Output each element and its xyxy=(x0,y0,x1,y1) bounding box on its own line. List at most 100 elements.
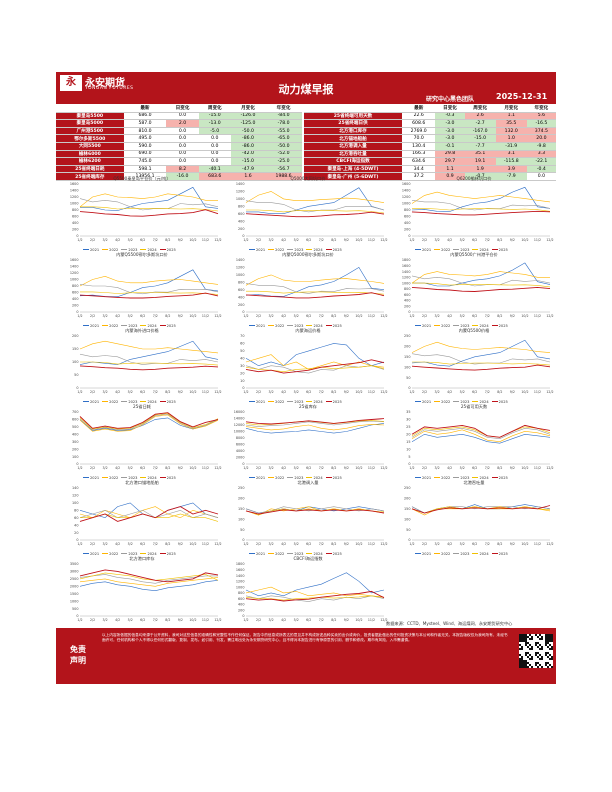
legend-label: 2021 xyxy=(90,552,100,556)
y-tick-label: 1200 xyxy=(70,195,79,199)
x-tick-label: 6/2 xyxy=(306,466,311,470)
table-cell: 1.6 xyxy=(230,172,266,181)
table-cell: 13956.1 xyxy=(123,172,167,181)
series-line-2025 xyxy=(245,418,385,425)
legend-swatch xyxy=(472,248,479,251)
table-row: 大同5500 590.0 0.0 0.0 -86.0 -50.0 xyxy=(56,142,302,151)
legend-swatch xyxy=(140,552,147,555)
table-cell: -2.7 xyxy=(464,119,496,128)
x-tick-label: 6/2 xyxy=(140,390,145,394)
y-tick-label: 0 xyxy=(242,614,244,618)
table-cell: -50.0 xyxy=(265,142,302,151)
legend-label: 2024 xyxy=(147,552,157,556)
legend-swatch xyxy=(268,324,275,327)
legend-swatch xyxy=(268,248,275,251)
y-tick-label: 100 xyxy=(404,517,410,521)
qr-code-icon[interactable] xyxy=(519,634,553,668)
x-tick-label: 6/2 xyxy=(472,466,477,470)
chart-title: Q6200榆林坑口价 xyxy=(456,176,492,181)
y-tick-label: 35 xyxy=(406,410,410,414)
y-tick-label: 20 xyxy=(406,432,410,436)
series-line-2021 xyxy=(411,433,551,444)
table-cell: -167.0 xyxy=(464,127,496,136)
legend-label: 2022 xyxy=(109,400,119,404)
x-tick-label: 12/2 xyxy=(380,390,387,394)
y-tick-label: 800 xyxy=(72,284,78,288)
x-tick-label: 8/2 xyxy=(497,390,502,394)
x-tick-label: 4/2 xyxy=(281,466,286,470)
table-cell: -115.8 xyxy=(495,157,527,166)
y-tick-label: 0 xyxy=(408,538,410,542)
table-cell: 598.1 xyxy=(123,165,167,174)
x-tick-label: 5/2 xyxy=(460,238,465,242)
legend-label: 2023 xyxy=(128,248,138,252)
series-line-2021 xyxy=(245,572,385,597)
legend-label: 2022 xyxy=(275,248,285,252)
x-tick-label: 7/2 xyxy=(485,542,490,546)
y-tick-label: 40 xyxy=(240,356,244,360)
left-col-header: 日变化 xyxy=(166,105,199,113)
series-line-2021 xyxy=(246,187,385,215)
legend-swatch xyxy=(249,476,255,479)
y-tick-label: 25 xyxy=(406,425,410,429)
series-line-2022 xyxy=(79,506,219,519)
left-col-header: 周变化 xyxy=(198,105,231,113)
legend-label: 2022 xyxy=(275,552,285,556)
chart-title: 25省库存 xyxy=(299,404,317,409)
table-cell: -3.0 xyxy=(435,119,465,128)
table-row: 北方锚地船舶 70.0 -3.0 -15.0 1.0 20.0 xyxy=(304,134,556,143)
y-tick-label: 0 xyxy=(76,310,78,314)
table-row: 25省终端日供 608.6 -3.0 -2.7 35.5 -16.5 xyxy=(304,119,556,128)
x-tick-label: 9/2 xyxy=(344,238,349,242)
x-tick-label: 2/2 xyxy=(422,390,427,394)
table-cell: 29.8 xyxy=(435,150,465,159)
chart-title: 内蒙Q5500鄂尔多斯坑口价 xyxy=(116,252,168,257)
table-cell: 130.4 xyxy=(401,142,436,151)
y-tick-label: 800 xyxy=(72,208,78,212)
series-line-2025 xyxy=(411,210,551,216)
table-cell: -56.7 xyxy=(265,165,302,174)
y-tick-label: 600 xyxy=(72,291,78,295)
chart-title: 北港吞吐量 xyxy=(463,480,485,485)
y-tick-label: 200 xyxy=(404,304,410,308)
legend-swatch xyxy=(415,400,421,403)
chart-plot: 0 50 100 150 200 1/2 2/2 3/2 4/2 5/2 6/2 7/2 8/2 9/2 1… xyxy=(72,334,222,394)
table-cell: 0.0 xyxy=(166,150,199,159)
x-tick-label: 1/2 xyxy=(77,542,82,546)
legend-label: 2024 xyxy=(313,552,323,556)
legend-swatch xyxy=(306,400,313,403)
x-tick-label: 9/2 xyxy=(510,314,515,318)
series-line-2022 xyxy=(79,193,218,208)
y-tick-label: 0 xyxy=(408,234,410,238)
chart-13: 北方港口锚地船舶 0 20 40 60 80 100 120 140 1/2 2/2 3/2 4/2 5/… xyxy=(62,480,222,560)
series-line-2022 xyxy=(79,340,219,354)
y-tick-label: 1400 xyxy=(402,270,411,274)
series-line-2025 xyxy=(411,364,551,371)
disclaimer-panel: 免责 声明 以上内容所依据的信息均来源于公开资料，我司对这些信息的准确性和完整性… xyxy=(56,628,556,684)
series-line-2022 xyxy=(245,191,385,203)
x-tick-label: 4/2 xyxy=(281,390,286,394)
x-tick-label: 11/2 xyxy=(534,390,541,394)
x-tick-label: 4/2 xyxy=(115,618,120,622)
y-tick-label: 150 xyxy=(238,507,244,511)
table-cell: 20.0 xyxy=(526,134,556,143)
row-label: 25省终端日耗 xyxy=(56,165,124,174)
x-tick-label: 12/2 xyxy=(214,618,221,622)
y-tick-label: 70 xyxy=(240,334,244,338)
legend-swatch xyxy=(287,476,294,479)
x-tick-label: 5/2 xyxy=(460,542,465,546)
x-tick-label: 9/2 xyxy=(510,542,515,546)
y-tick-label: 2500 xyxy=(70,577,79,581)
x-tick-label: 3/2 xyxy=(435,542,440,546)
chart-legend: 2021 2022 2023 2024 2025 xyxy=(246,476,386,480)
x-tick-label: 11/2 xyxy=(202,542,209,546)
legend-label: 2025 xyxy=(332,552,342,556)
chart-title: 25省可用天数 xyxy=(460,404,488,409)
legend-swatch xyxy=(249,552,255,555)
table-cell: 587.0 xyxy=(123,119,167,128)
x-tick-label: 2/2 xyxy=(256,542,261,546)
y-tick-label: 1000 xyxy=(70,202,79,206)
legend-swatch xyxy=(287,552,294,555)
y-tick-label: 0 xyxy=(242,310,244,314)
x-tick-label: 8/2 xyxy=(497,542,502,546)
